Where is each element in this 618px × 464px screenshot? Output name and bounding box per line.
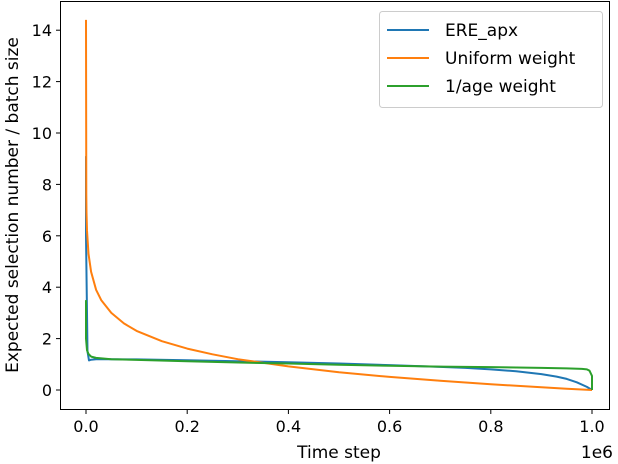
- legend: ERE_apx Uniform weight 1/age weight: [379, 11, 603, 108]
- x-tick-label: 0.6: [377, 417, 402, 436]
- x-tick-label: 1.0: [579, 417, 604, 436]
- y-tick-label: 6: [42, 227, 52, 246]
- legend-label-uniform-weight: Uniform weight: [445, 49, 576, 69]
- y-axis-label: Expected selection number / batch size: [3, 37, 23, 373]
- series-line-uniform-weight: [85, 19, 593, 391]
- x-tick-label: 0.8: [478, 417, 503, 436]
- y-tick-label: 12: [32, 73, 52, 92]
- y-tick-label: 0: [42, 381, 52, 400]
- series-line-1-age-weight: [85, 300, 593, 390]
- y-tick-label: 4: [42, 278, 52, 297]
- x-axis-label: Time step: [296, 443, 381, 463]
- x-tick-label: 0.2: [174, 417, 199, 436]
- legend-label-ere-apx: ERE_apx: [445, 21, 518, 41]
- y-axis-ticks: 0 2 4 6 8 10 12 14: [32, 21, 60, 400]
- plot-frame: [60, 1, 610, 410]
- x-tick-label: 0.4: [276, 417, 301, 436]
- legend-box: [379, 11, 603, 108]
- series-line-ere-apx: [85, 156, 593, 391]
- y-tick-label: 8: [42, 175, 52, 194]
- y-tick-label: 10: [32, 124, 52, 143]
- x-axis-offset-label: 1e6: [581, 443, 613, 463]
- y-tick-label: 2: [42, 330, 52, 349]
- y-tick-label: 14: [32, 21, 52, 40]
- x-tick-label: 0.0: [73, 417, 98, 436]
- x-axis-ticks: 0.0 0.2 0.4 0.6 0.8 1.0: [73, 410, 605, 436]
- legend-label-age-weight: 1/age weight: [445, 77, 556, 97]
- series-layer: [85, 19, 593, 391]
